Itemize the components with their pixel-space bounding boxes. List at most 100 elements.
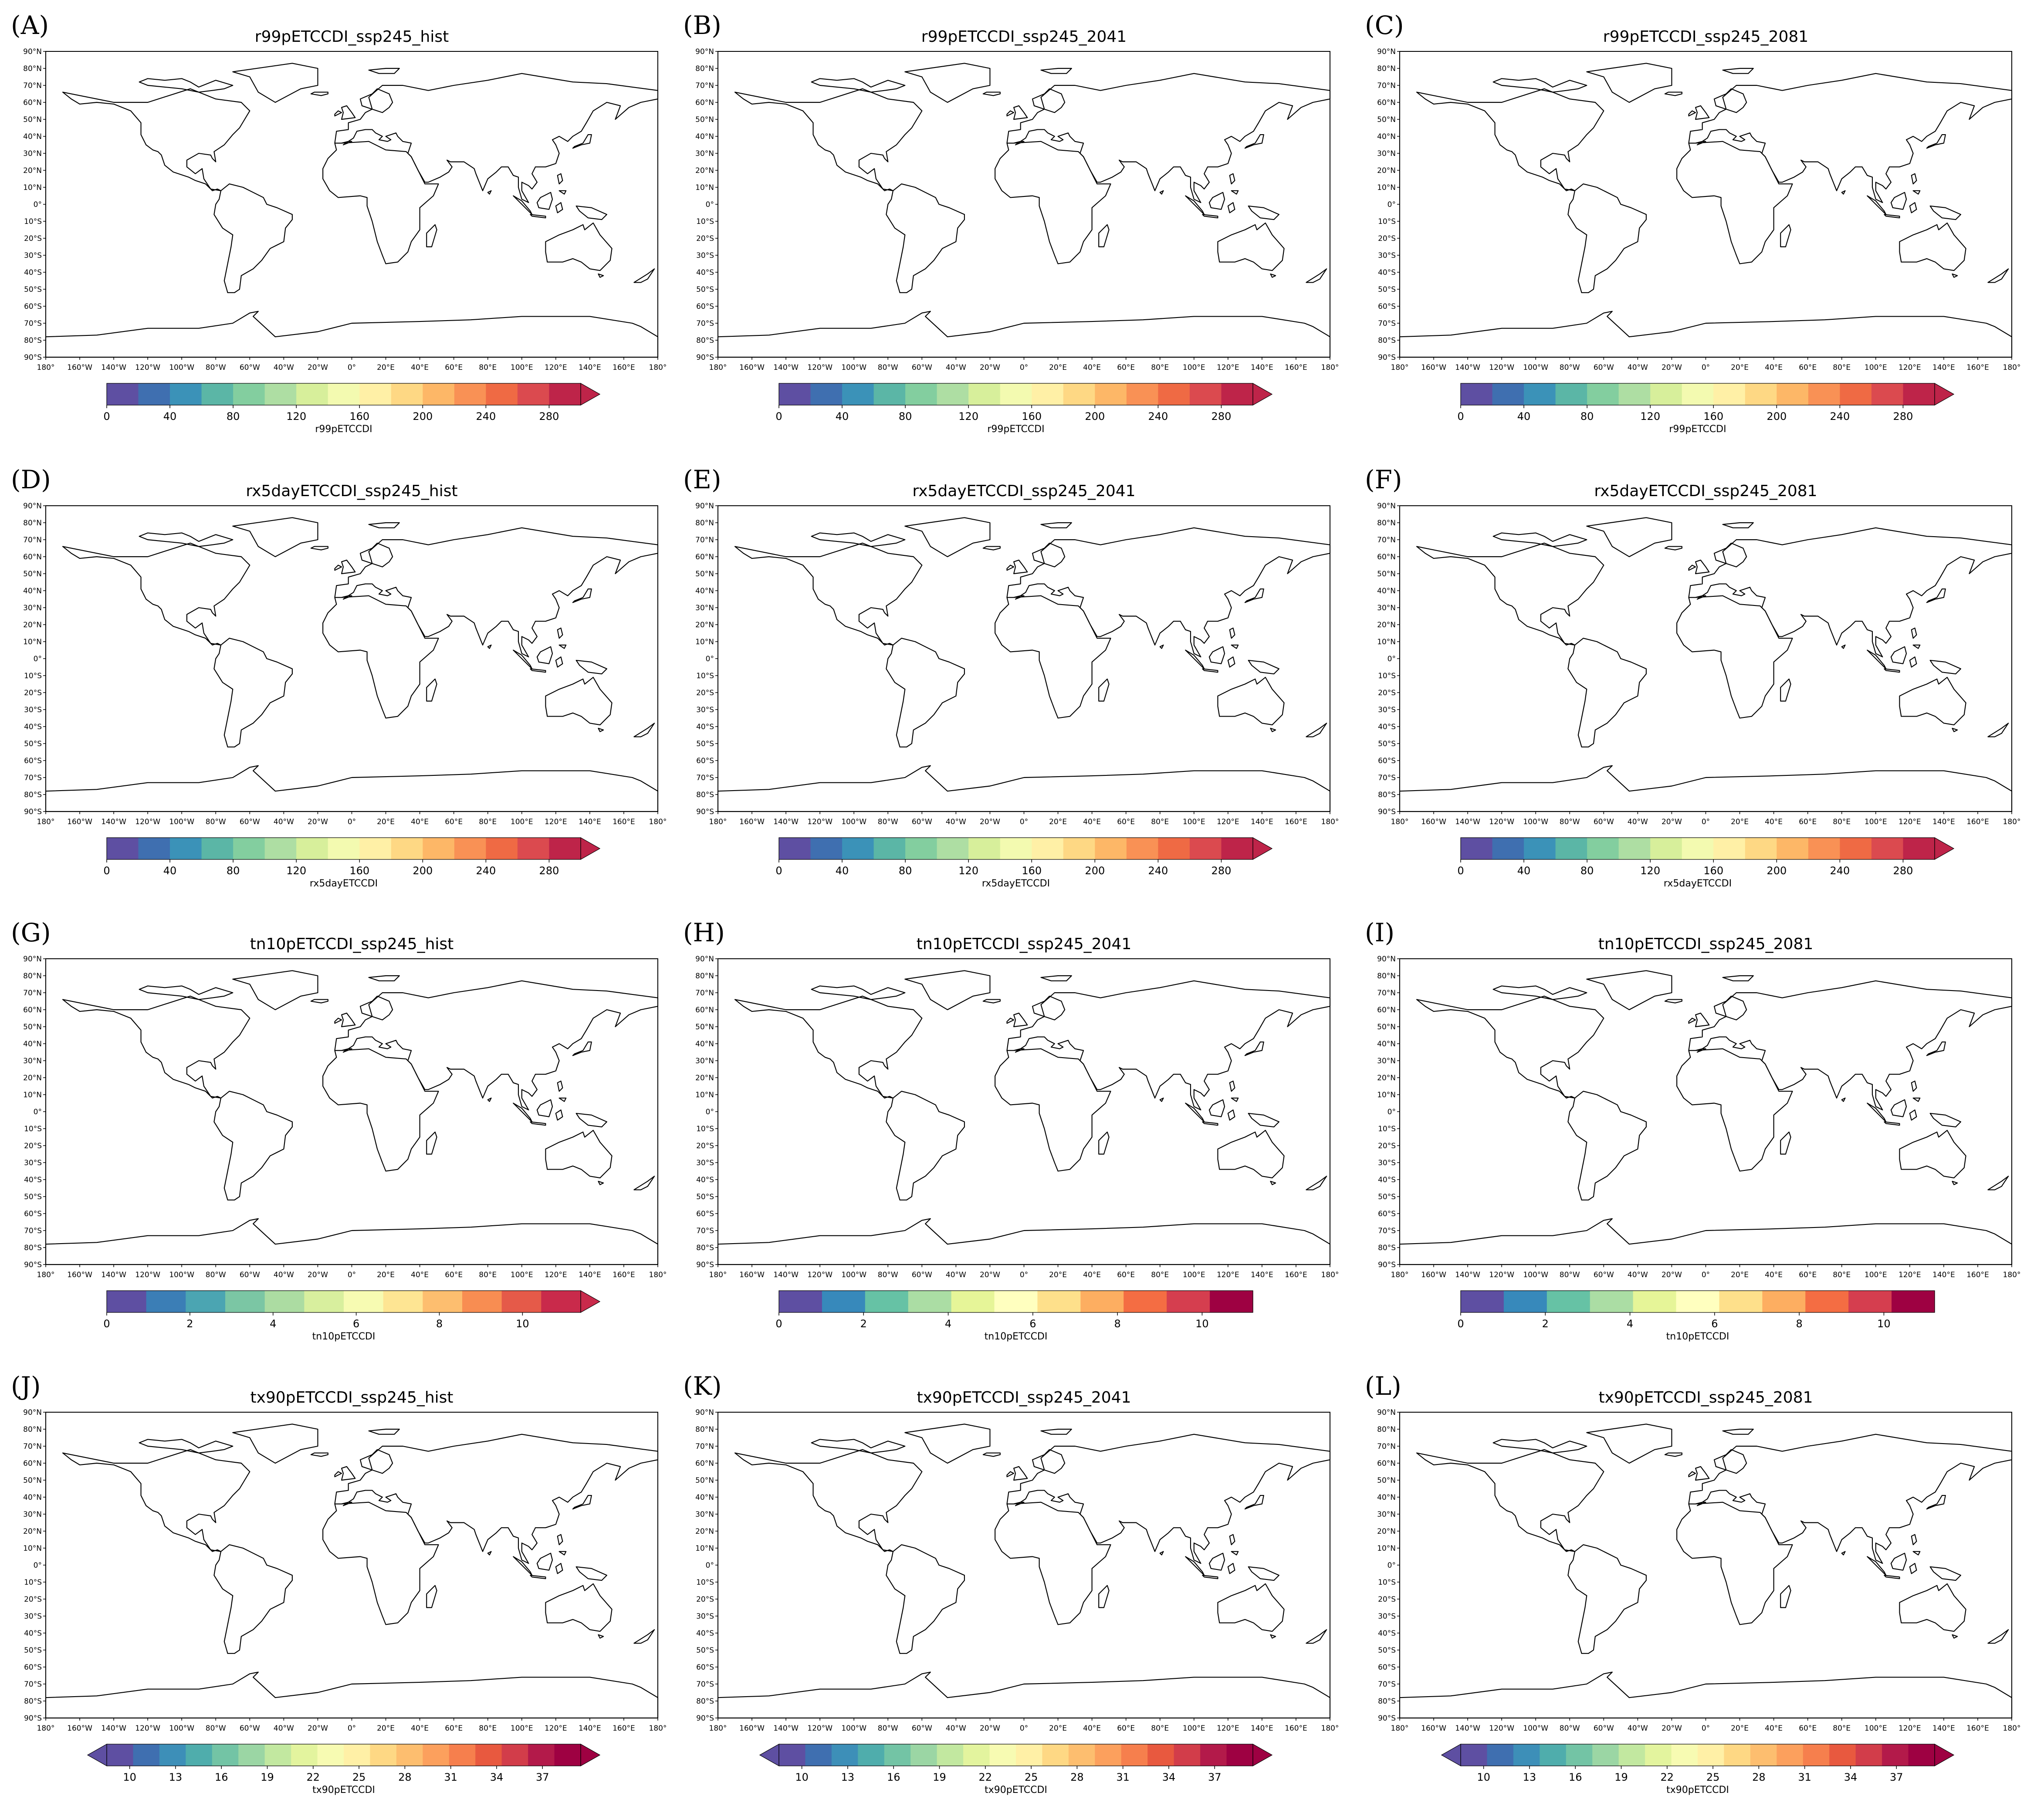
lat-tick-label: 30°S bbox=[24, 251, 42, 260]
lon-tick-label: 160°W bbox=[739, 363, 765, 372]
lat-tick-label: 0° bbox=[34, 200, 42, 209]
colorbar-tick-label: 0 bbox=[775, 410, 782, 423]
lon-tick-label: 60°W bbox=[240, 363, 260, 372]
lon-tick-label: 160°E bbox=[613, 363, 635, 372]
colorbar-segment bbox=[968, 383, 1001, 405]
colorbar-segment bbox=[296, 383, 328, 405]
colorbar-segment bbox=[233, 383, 265, 405]
lat-tick-label: 60°N bbox=[695, 98, 714, 107]
lon-tick-label: 60°W bbox=[912, 363, 932, 372]
colorbar-tick-label: 40 bbox=[163, 410, 177, 423]
colorbar-tick-label: 40 bbox=[836, 410, 849, 423]
lon-tick-label: 40°W bbox=[946, 363, 966, 372]
panel-title: r99pETCCDI_ssp245_2081 bbox=[1603, 28, 1808, 46]
colorbar-segment bbox=[423, 383, 455, 405]
lon-tick-label: 60°E bbox=[1117, 363, 1135, 372]
lon-tick-label: 0° bbox=[348, 363, 356, 372]
lon-tick-label: 160°E bbox=[1285, 363, 1307, 372]
colorbar-segment bbox=[1063, 383, 1095, 405]
lon-tick-label: 20°E bbox=[377, 363, 395, 372]
colorbar-label: r99pETCCDI bbox=[315, 424, 372, 435]
lat-tick-label: 30°N bbox=[695, 149, 714, 158]
colorbar-segment bbox=[486, 383, 518, 405]
colorbar-tick-label: 240 bbox=[1148, 410, 1168, 423]
colorbar-segment bbox=[170, 383, 202, 405]
colorbar-label: r99pETCCDI bbox=[987, 424, 1044, 435]
colorbar-segment bbox=[138, 383, 170, 405]
colorbar-tick-label: 240 bbox=[476, 410, 496, 423]
colorbar-segment bbox=[264, 383, 297, 405]
lon-tick-label: 100°E bbox=[1183, 363, 1205, 372]
colorbar-segment bbox=[779, 383, 811, 405]
map-panel: (A) r99pETCCDI_ssp245_hist90°N80°N70°N60°… bbox=[11, 10, 667, 435]
colorbar-tick-label: 160 bbox=[349, 410, 369, 423]
colorbar-segment bbox=[391, 383, 423, 405]
lon-tick-label: 140°E bbox=[579, 363, 601, 372]
lat-tick-label: 10°S bbox=[24, 217, 42, 226]
panel-title: r99pETCCDI_ssp245_2041 bbox=[921, 28, 1127, 46]
colorbar-segment bbox=[937, 383, 969, 405]
lat-tick-label: 50°S bbox=[24, 285, 42, 294]
lon-tick-label: 20°W bbox=[980, 363, 1000, 372]
lon-tick-label: 60°E bbox=[445, 363, 463, 372]
lat-tick-label: 50°N bbox=[695, 115, 714, 124]
world-map bbox=[1399, 51, 2013, 358]
lat-tick-label: 90°S bbox=[24, 353, 42, 362]
colorbar-segment bbox=[1189, 383, 1222, 405]
lat-tick-label: 10°S bbox=[696, 217, 714, 226]
lat-tick-label: 40°N bbox=[695, 132, 714, 141]
lon-tick-label: 80°W bbox=[878, 363, 898, 372]
lon-tick-label: 0° bbox=[1020, 363, 1028, 372]
lon-tick-label: 100°W bbox=[169, 363, 194, 372]
lat-tick-label: 20°N bbox=[695, 166, 714, 175]
lat-tick-label: 0° bbox=[706, 200, 714, 209]
colorbar-segment bbox=[1126, 383, 1158, 405]
lat-tick-label: 40°S bbox=[24, 268, 42, 277]
lon-tick-label: 40°W bbox=[274, 363, 294, 372]
lat-tick-label: 90°N bbox=[695, 47, 714, 56]
colorbar-tick-label: 80 bbox=[899, 410, 912, 423]
lat-tick-label: 80°S bbox=[696, 336, 714, 345]
lat-tick-label: 90°S bbox=[696, 353, 714, 362]
colorbar-segment bbox=[1158, 383, 1190, 405]
world-map bbox=[45, 51, 659, 358]
colorbar-tick-label: 0 bbox=[103, 410, 110, 423]
lat-tick-label: 60°S bbox=[696, 302, 714, 311]
lon-tick-label: 140°E bbox=[1251, 363, 1273, 372]
colorbar-segment bbox=[1095, 383, 1127, 405]
lat-tick-label: 80°N bbox=[695, 64, 714, 73]
lon-tick-label: 180° bbox=[1321, 363, 1339, 372]
lon-tick-label: 100°E bbox=[511, 363, 533, 372]
lon-tick-label: 80°E bbox=[1151, 363, 1169, 372]
lon-tick-label: 20°W bbox=[308, 363, 328, 372]
lat-tick-label: 70°N bbox=[23, 81, 42, 90]
lon-tick-label: 120°E bbox=[545, 363, 567, 372]
lon-tick-label: 80°E bbox=[479, 363, 497, 372]
colorbar-tick-label: 120 bbox=[958, 410, 978, 423]
colorbar-segment bbox=[107, 383, 139, 405]
lon-tick-label: 140°W bbox=[101, 363, 126, 372]
colorbar-segment bbox=[1221, 383, 1253, 405]
lon-tick-label: 120°W bbox=[135, 363, 160, 372]
colorbar-segment bbox=[810, 383, 843, 405]
colorbar-segment bbox=[517, 383, 550, 405]
lat-tick-label: 50°S bbox=[696, 285, 714, 294]
lat-tick-label: 70°N bbox=[695, 81, 714, 90]
panel-title: r99pETCCDI_ssp245_hist bbox=[255, 28, 449, 46]
lon-tick-label: 180° bbox=[709, 363, 727, 372]
colorbar-tick-label: 120 bbox=[286, 410, 306, 423]
colorbar-segment bbox=[201, 383, 234, 405]
lon-tick-label: 140°W bbox=[773, 363, 799, 372]
colorbar-tick-label: 160 bbox=[1022, 410, 1042, 423]
colorbar-segment bbox=[905, 383, 937, 405]
lat-tick-label: 70°S bbox=[24, 319, 42, 328]
colorbar-tick-label: 200 bbox=[413, 410, 433, 423]
lat-tick-label: 90°N bbox=[23, 47, 42, 56]
lat-tick-label: 60°S bbox=[24, 302, 42, 311]
map-panel: (C) r99pETCCDI_ssp245_208190°N80°N70°N60°… bbox=[1365, 10, 2020, 435]
lon-tick-label: 40°E bbox=[1083, 363, 1101, 372]
lat-tick-label: 30°N bbox=[23, 149, 42, 158]
panel-letter: (B) bbox=[683, 10, 721, 40]
